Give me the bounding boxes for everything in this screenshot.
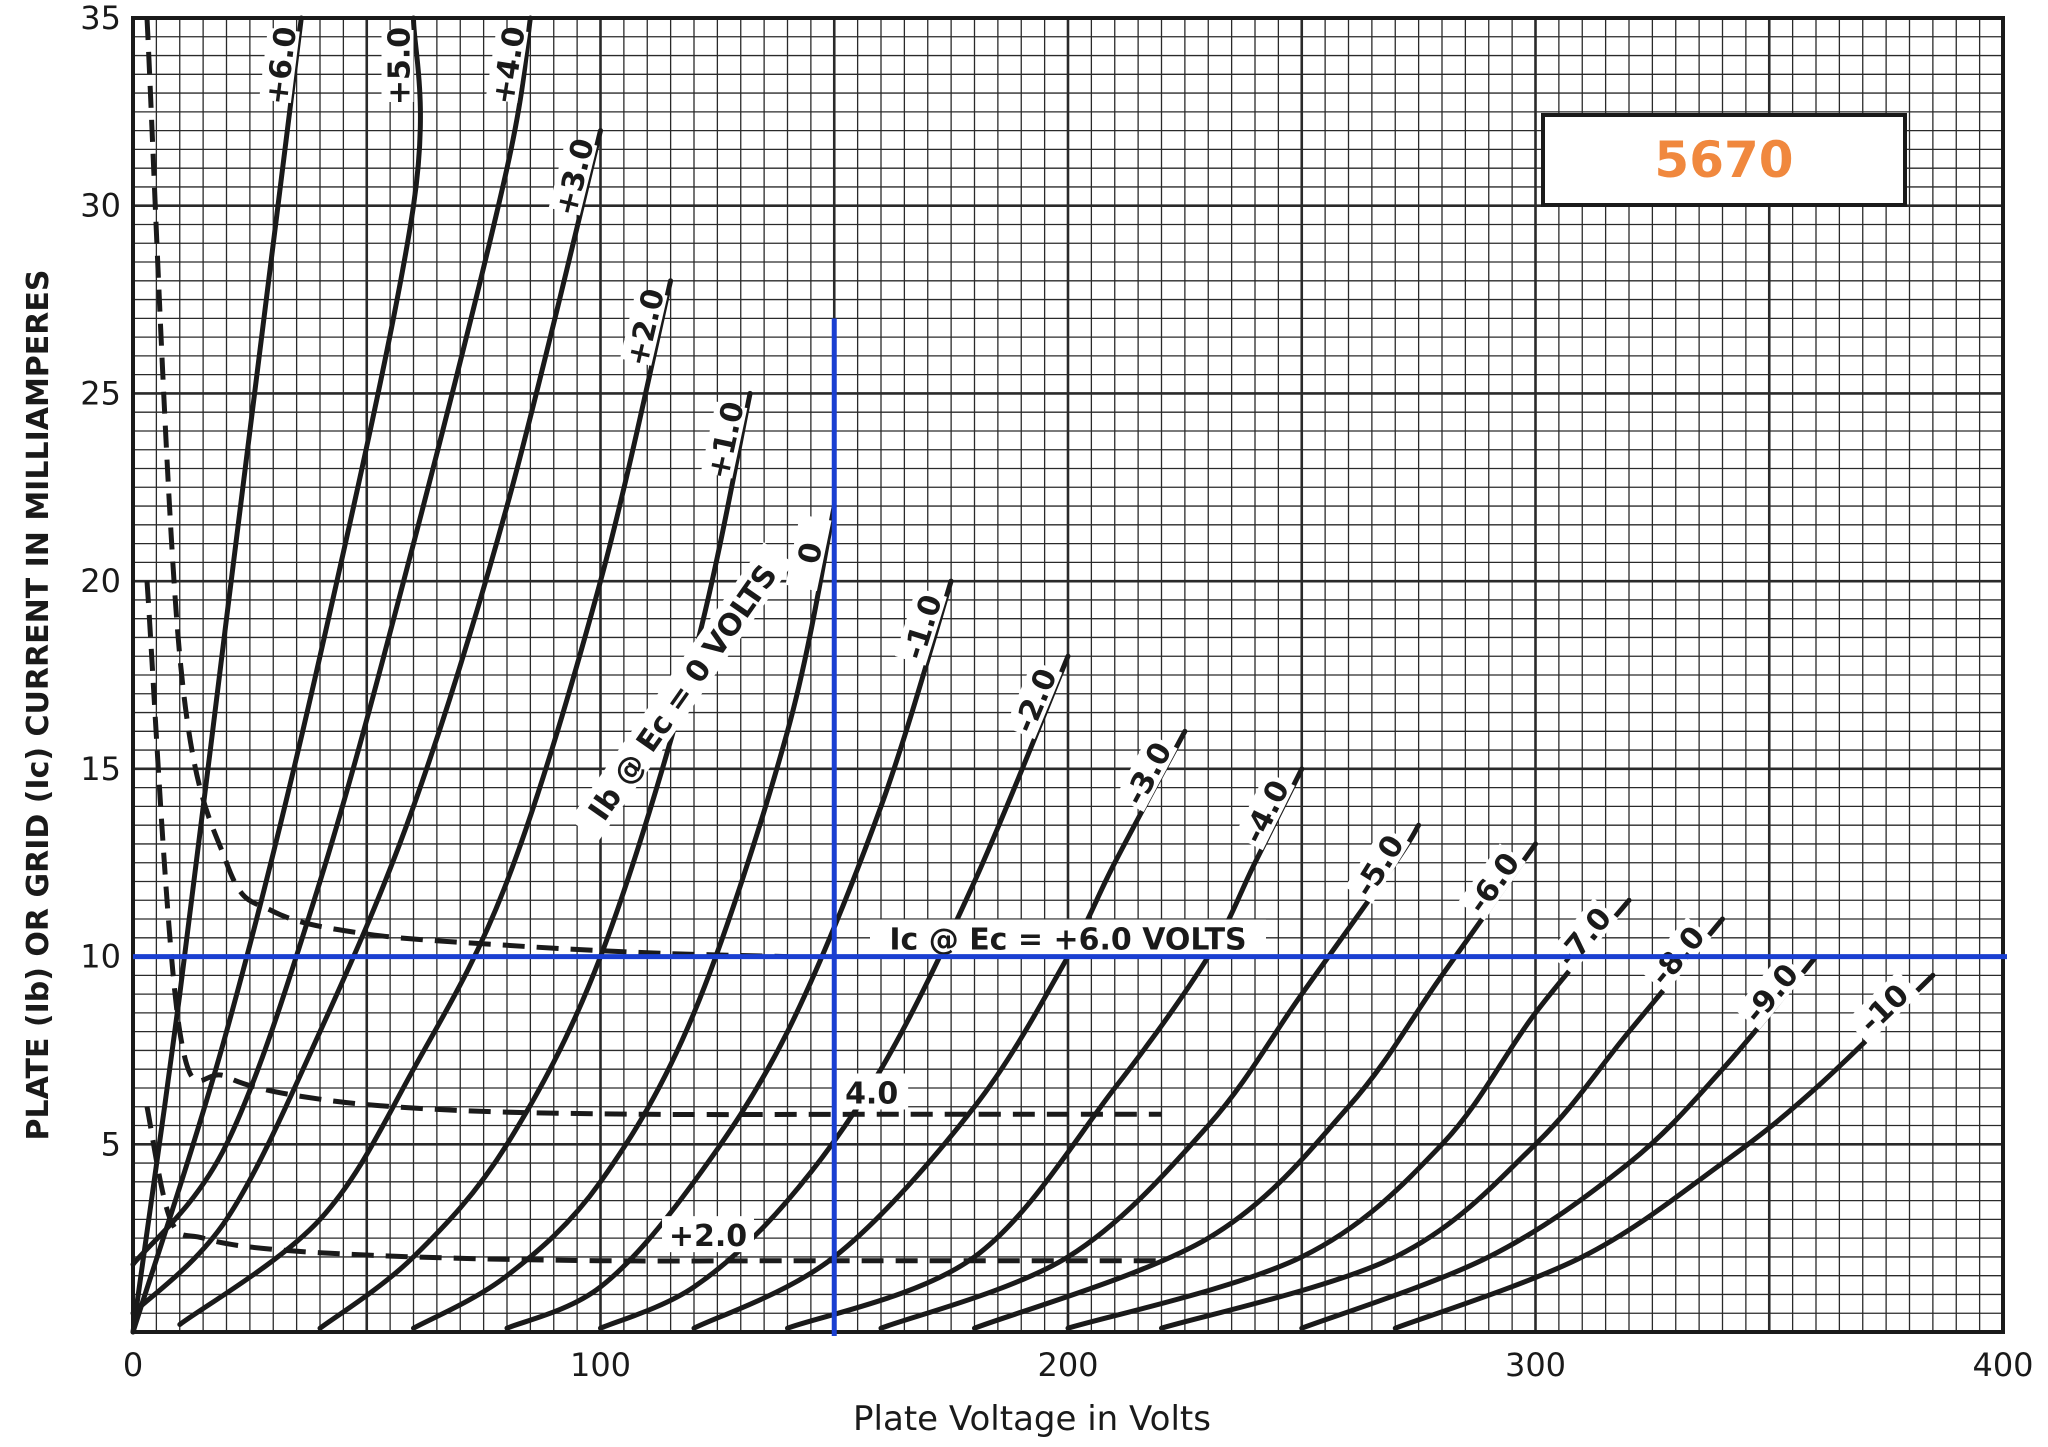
annotation: 4.0 (845, 1076, 898, 1111)
series-label-bg (1845, 970, 1920, 1044)
annotation-bg (870, 919, 1266, 956)
x-tick-label: 400 (1972, 1346, 2033, 1384)
annotation-bg (835, 1073, 909, 1110)
series-label-bg (259, 27, 300, 104)
x-tick-label: 300 (1505, 1346, 1566, 1384)
annotation-bg (569, 542, 794, 841)
x-tick-label: 0 (123, 1346, 143, 1384)
series-line (317, 390, 753, 1331)
series-line (785, 766, 1305, 1331)
series-label-bg (1234, 771, 1295, 851)
series-line (1159, 916, 1725, 1331)
y-tick-label: 35 (80, 0, 121, 37)
curves (130, 15, 1936, 1335)
annotation: Ic @ Ec = +6.0 VOLTS (889, 923, 1246, 958)
plot-frame (131, 16, 2005, 1334)
y-tick-label: 5 (101, 1125, 121, 1163)
series-label: -4.0 (1236, 775, 1297, 849)
series-line (130, 15, 423, 1335)
series-line (130, 128, 603, 1316)
annotation: Ib @ Ec = 0 VOLTS (582, 559, 785, 828)
series-line (504, 578, 954, 1331)
grid-current-line (144, 1106, 1162, 1264)
series-label-bg (1005, 660, 1063, 740)
series-line (691, 728, 1188, 1331)
series-line (130, 15, 533, 1267)
series-label-bg (1734, 954, 1806, 1031)
grid-current-line (144, 17, 788, 960)
series-label-bg (1344, 825, 1411, 904)
series-line (1392, 972, 1936, 1331)
series-label-bg (1115, 733, 1178, 813)
x-tick-label: 200 (1037, 1346, 1098, 1384)
series-label: +5.0 (383, 27, 418, 105)
series-label-bg (485, 27, 529, 104)
annotation: +2.0 (669, 1219, 747, 1254)
series-label-bg (700, 401, 748, 479)
reference-lines (133, 318, 2007, 1336)
y-tick-label: 10 (80, 938, 121, 976)
title-box-frame (1541, 113, 1907, 207)
series-line (1065, 897, 1632, 1331)
series-line (130, 15, 304, 1335)
grid-current-line (144, 580, 1162, 1118)
series-label-bg (894, 587, 947, 666)
y-axis-label: PLATE (Ib) OR GRID (Ic) CURRENT IN MILLI… (21, 270, 56, 1141)
series-label: +2.0 (620, 286, 672, 370)
y-tick-label: 25 (80, 374, 121, 412)
series-line (177, 278, 674, 1327)
series-line (411, 503, 837, 1331)
y-tick-label: 30 (80, 187, 121, 225)
series-label-bg (548, 137, 598, 216)
series-label-bg (1458, 843, 1526, 921)
series-label-bg (381, 30, 414, 102)
axes: 0 100 200 300 400 5 10 15 20 25 30 35 (80, 0, 2033, 1384)
y-tick-label: 15 (80, 750, 121, 788)
title-box: 5670 (1541, 113, 1907, 207)
series-label-bg (785, 514, 832, 592)
y-tick-label: 20 (80, 562, 121, 600)
x-axis-label: Plate Voltage in Volts (853, 1399, 1211, 1439)
x-tick-label: 100 (570, 1346, 631, 1384)
series-line (972, 841, 1538, 1331)
chart-title: 5670 (1654, 131, 1793, 189)
series-line (1299, 954, 1819, 1331)
series-label: +1.0 (701, 399, 752, 483)
annotation-bg (662, 1216, 755, 1253)
series-label-bg (620, 288, 668, 366)
